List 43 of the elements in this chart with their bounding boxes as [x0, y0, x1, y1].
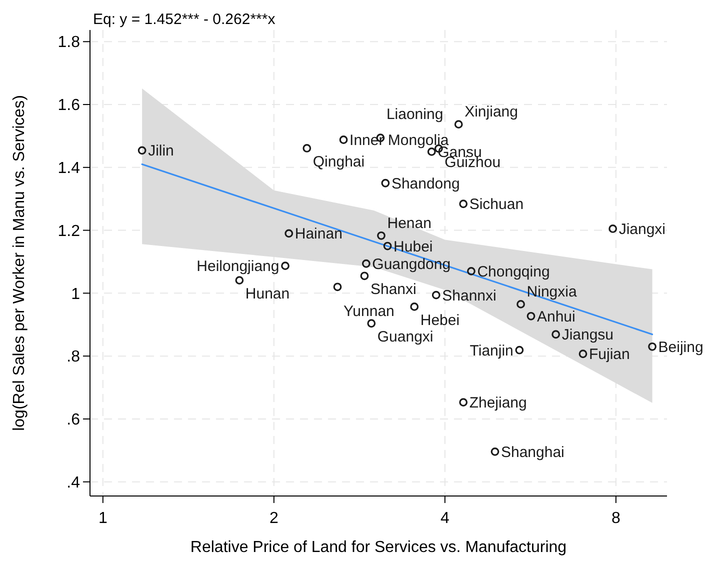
x-tick-label: 8	[611, 510, 620, 527]
x-tick-label: 4	[440, 510, 450, 527]
y-tick-label: 1.6	[58, 97, 80, 114]
x-axis-title: Relative Price of Land for Services vs. Manufacturing	[190, 539, 567, 556]
y-tick-label: 1.2	[58, 222, 80, 240]
data-label: Hunan	[245, 286, 290, 303]
data-label: Henan	[387, 214, 432, 232]
data-label: Fujian	[588, 346, 630, 364]
data-label: Shandong	[391, 175, 460, 192]
data-label: Shanxi	[370, 281, 416, 298]
data-label: Yunnan	[344, 303, 394, 320]
y-axis-title: log(Rel Sales per Worker in Manu vs. Services)	[11, 95, 28, 431]
x-tick-label: 2	[269, 510, 278, 527]
data-label: Hubei	[394, 238, 433, 256]
data-label: Sichuan	[469, 196, 524, 214]
y-tick-label: 1	[71, 286, 80, 303]
data-label: Beijing	[658, 338, 704, 356]
data-label: Chongqing	[477, 263, 550, 280]
data-label: Shanghai	[500, 444, 564, 461]
data-label: Shannxi	[442, 287, 496, 304]
data-label: Guangdong	[372, 256, 451, 273]
data-label: Inner Mongolia	[350, 132, 450, 149]
y-tick-label: .6	[66, 412, 80, 429]
data-label: Hainan	[294, 226, 342, 243]
data-label: Zhejiang	[469, 394, 527, 412]
y-tick-label: .4	[66, 474, 80, 492]
data-label: Anhui	[537, 308, 576, 326]
data-label: Jiangsu	[562, 326, 614, 344]
chart-title: Eq: y = 1.452*** - 0.262***x	[93, 11, 276, 28]
y-tick-label: 1.8	[58, 34, 80, 52]
data-label: Hebei	[420, 312, 460, 329]
y-tick-label: 1.4	[58, 160, 80, 178]
x-tick-label: 1	[98, 510, 108, 527]
data-label: Guangxi	[377, 328, 434, 346]
data-label: Heilongjiang	[196, 258, 280, 276]
data-label: Ningxia	[526, 283, 578, 300]
data-label: Xinjiang	[464, 104, 518, 121]
data-label: Tianjin	[470, 342, 514, 360]
data-label: Jilin	[148, 142, 174, 160]
data-label: Jiangxi	[618, 220, 666, 238]
y-tick-label: .8	[66, 348, 80, 366]
data-label: Qinghai	[312, 153, 365, 170]
data-label: Liaoning	[386, 106, 444, 124]
